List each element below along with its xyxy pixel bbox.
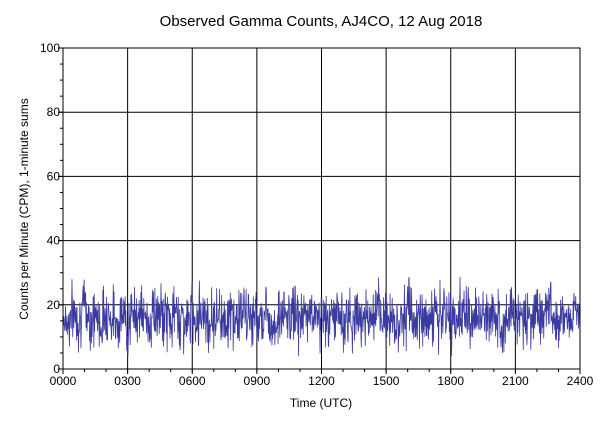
y-axis-label: Counts per Minute (CPM), 1-minute sums <box>17 98 31 319</box>
x-tick-label: 1800 <box>437 374 464 388</box>
plot-frame <box>62 47 581 370</box>
y-tick-label: 100 <box>40 41 60 55</box>
y-tick-label: 20 <box>47 298 61 312</box>
y-tick-label: 0 <box>53 362 60 376</box>
chart-title: Observed Gamma Counts, AJ4CO, 12 Aug 201… <box>160 13 483 30</box>
x-tick-label: 2100 <box>502 374 529 388</box>
x-tick-label: 1500 <box>373 374 400 388</box>
y-tick-label: 80 <box>47 105 61 119</box>
x-axis-label: Time (UTC) <box>290 396 352 410</box>
y-tick-label: 60 <box>47 169 61 183</box>
series-line <box>62 276 581 357</box>
y-tick-labels: 0 20 40 60 80 100 <box>40 41 60 376</box>
x-tick-label: 1200 <box>308 374 335 388</box>
y-tick-label: 40 <box>47 234 61 248</box>
x-tick-label: 0900 <box>244 374 271 388</box>
series-layer <box>62 276 581 357</box>
x-tick-label: 0300 <box>114 374 141 388</box>
x-tick-label: 0000 <box>50 374 77 388</box>
x-tick-label: 0600 <box>179 374 206 388</box>
x-tick-labels: 0000 0300 0600 0900 1200 1500 1800 2100 2400 <box>50 374 594 388</box>
x-tick-label: 2400 <box>567 374 594 388</box>
